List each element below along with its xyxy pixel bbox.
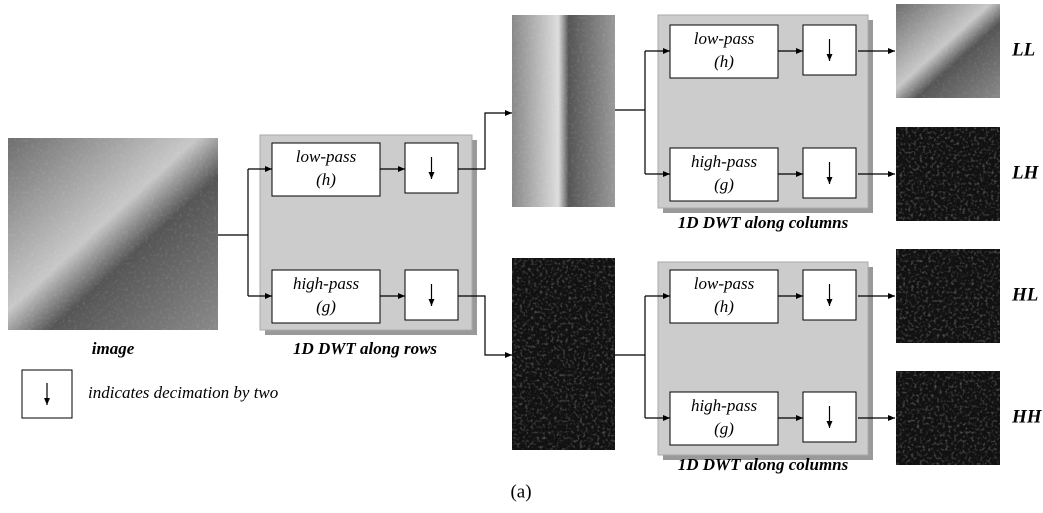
filter-name: low-pass bbox=[694, 29, 755, 48]
subband-label: LH bbox=[1011, 162, 1040, 183]
input-label: image bbox=[92, 339, 135, 358]
filter-symbol: (h) bbox=[714, 297, 734, 316]
filter-name: high-pass bbox=[293, 274, 360, 293]
image-texture bbox=[896, 4, 1000, 98]
filter-symbol: (g) bbox=[714, 175, 734, 194]
image-texture bbox=[896, 371, 1000, 465]
dwt-diagram: indicates decimation by two (a) image low… bbox=[0, 0, 1043, 513]
stage-label: 1D DWT along rows bbox=[293, 339, 437, 358]
image-texture bbox=[512, 258, 615, 450]
subband-label: HL bbox=[1011, 284, 1038, 305]
legend-text: indicates decimation by two bbox=[88, 383, 278, 402]
image-texture bbox=[8, 138, 218, 330]
filter-symbol: (h) bbox=[714, 52, 734, 71]
subband-label: LL bbox=[1011, 39, 1035, 60]
filter-symbol: (g) bbox=[714, 419, 734, 438]
filter-name: low-pass bbox=[694, 274, 755, 293]
subband-label: HH bbox=[1011, 406, 1043, 427]
filter-symbol: (g) bbox=[316, 297, 336, 316]
image-texture bbox=[512, 15, 615, 207]
filter-name: high-pass bbox=[691, 396, 758, 415]
stage-label: 1D DWT along columns bbox=[678, 455, 849, 474]
filter-name: low-pass bbox=[296, 147, 357, 166]
caption: (a) bbox=[510, 481, 531, 502]
filter-name: high-pass bbox=[691, 152, 758, 171]
image-texture bbox=[896, 127, 1000, 221]
stage-label: 1D DWT along columns bbox=[678, 213, 849, 232]
image-texture bbox=[896, 249, 1000, 343]
filter-symbol: (h) bbox=[316, 170, 336, 189]
